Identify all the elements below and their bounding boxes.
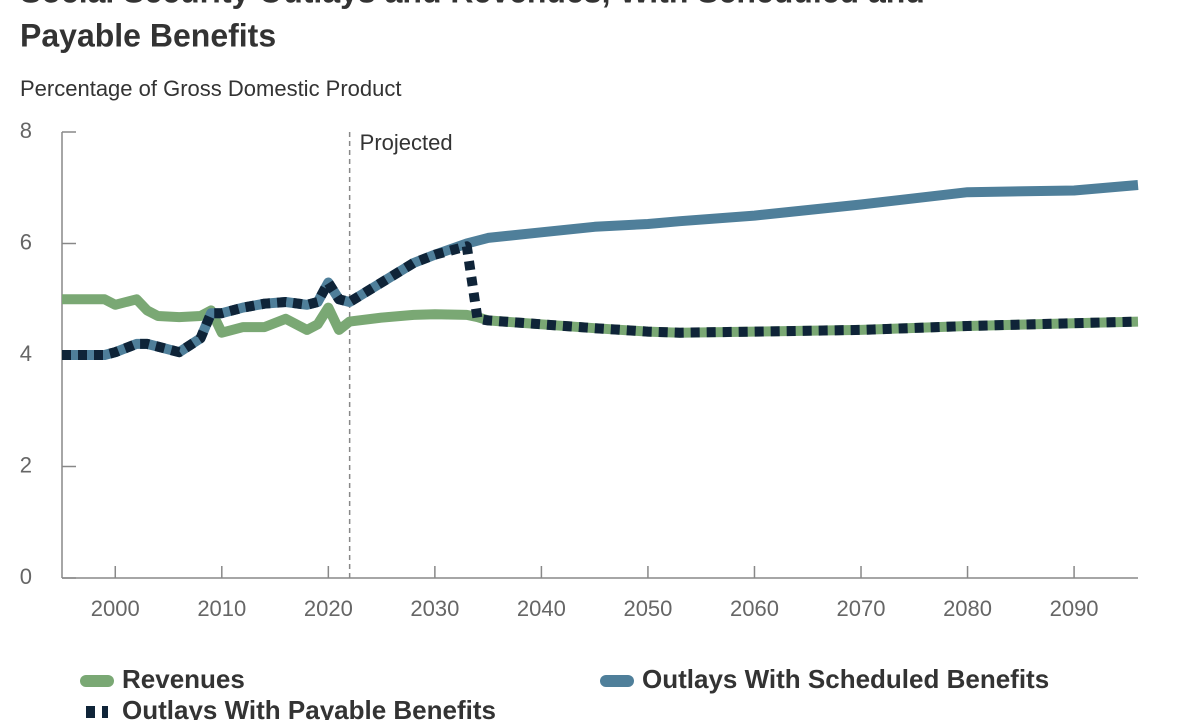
y-tick-label: 4 [20, 341, 32, 366]
x-tick-label: 2050 [623, 596, 672, 621]
x-tick-label: 2020 [304, 596, 353, 621]
x-tick-label: 2080 [943, 596, 992, 621]
y-tick-label: 0 [20, 564, 32, 589]
annotation: Projected [360, 130, 453, 155]
series-line [62, 241, 1139, 360]
chart-title: Social Security Outlays and Revenues, Wi… [20, 0, 925, 9]
y-tick-label: 2 [20, 452, 32, 477]
legend-label: Revenues [122, 664, 245, 694]
x-tick-label: 2000 [91, 596, 140, 621]
x-tick-label: 2010 [197, 596, 246, 621]
x-tick-label: 2070 [837, 596, 886, 621]
chart-title: Payable Benefits [20, 17, 276, 53]
legend-label: Outlays With Scheduled Benefits [642, 664, 1049, 694]
x-tick-label: 2040 [517, 596, 566, 621]
y-tick-label: 6 [20, 229, 32, 254]
x-tick-label: 2060 [730, 596, 779, 621]
series-line [62, 294, 1139, 338]
subtitle: Percentage of Gross Domestic Product [20, 76, 402, 101]
x-tick-label: 2030 [410, 596, 459, 621]
x-tick-label: 2090 [1050, 596, 1099, 621]
legend-label: Outlays With Payable Benefits [122, 695, 496, 720]
y-tick-label: 8 [20, 118, 32, 143]
